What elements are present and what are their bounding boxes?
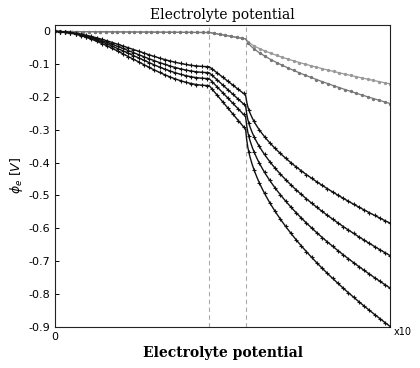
Text: x10: x10: [394, 327, 412, 337]
X-axis label: Electrolyte potential: Electrolyte potential: [142, 346, 302, 360]
Y-axis label: $\phi_e\ [V]$: $\phi_e\ [V]$: [8, 157, 25, 194]
Title: Electrolyte potential: Electrolyte potential: [150, 8, 295, 22]
